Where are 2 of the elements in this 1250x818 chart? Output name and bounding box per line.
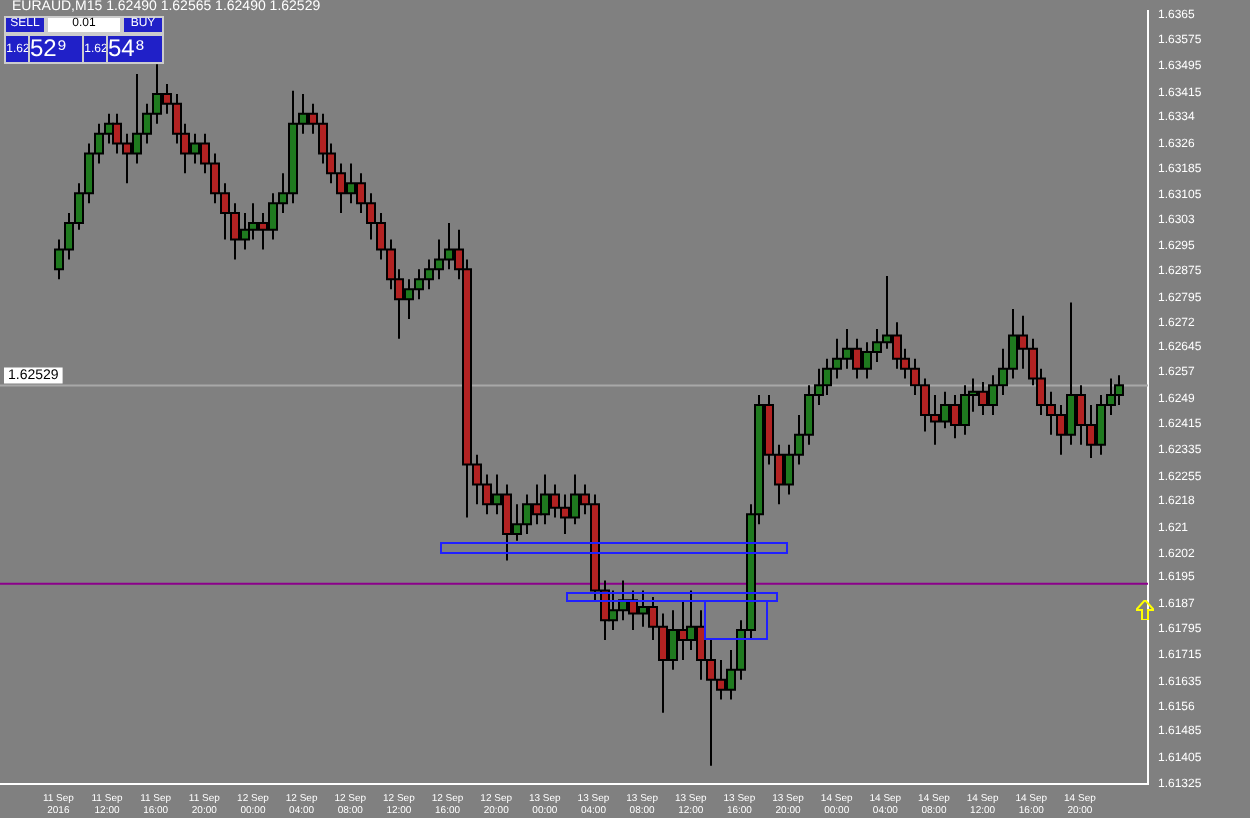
button: 54⁸: [106, 34, 164, 64]
button: 52⁹: [28, 34, 86, 64]
